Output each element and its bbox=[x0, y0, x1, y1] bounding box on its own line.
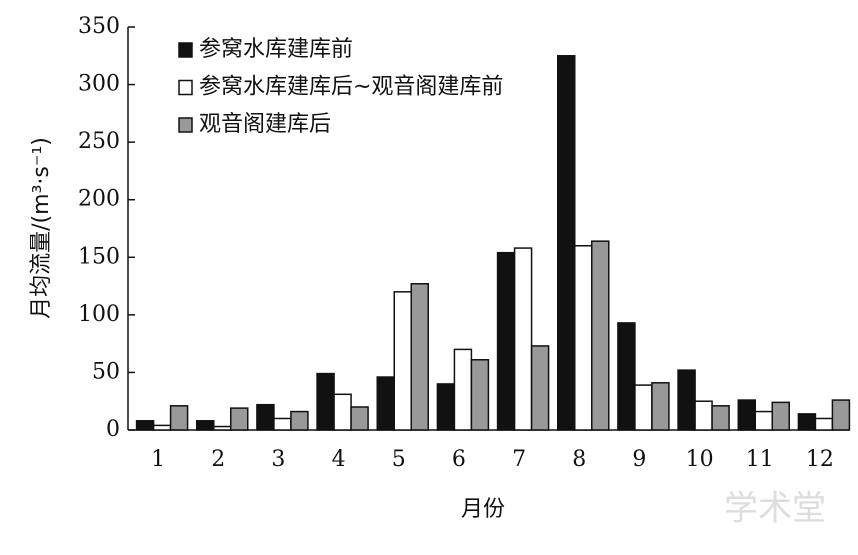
bar bbox=[350, 406, 369, 431]
bar bbox=[152, 424, 172, 431]
bar bbox=[196, 420, 215, 431]
bar bbox=[230, 407, 249, 431]
legend-swatch bbox=[178, 117, 193, 133]
bar bbox=[754, 410, 773, 431]
y-tick-label: 0 bbox=[106, 417, 120, 442]
y-tick-label: 50 bbox=[92, 359, 120, 384]
y-tick-label: 200 bbox=[78, 187, 120, 212]
legend-label: 参窝水库建库前 bbox=[199, 37, 353, 62]
legend-swatch bbox=[178, 42, 193, 58]
bar bbox=[737, 399, 756, 431]
bar bbox=[169, 405, 189, 431]
x-tick-label: 6 bbox=[452, 447, 466, 472]
bar bbox=[256, 403, 275, 431]
x-tick-label: 2 bbox=[211, 447, 225, 472]
bar bbox=[513, 247, 533, 431]
y-tick-label: 100 bbox=[78, 302, 120, 327]
bar bbox=[591, 240, 610, 431]
bar bbox=[797, 413, 817, 431]
bar bbox=[470, 359, 490, 431]
x-tick-label: 12 bbox=[806, 447, 834, 472]
x-tick-label: 10 bbox=[686, 447, 714, 472]
x-tick-label: 7 bbox=[512, 447, 526, 472]
x-axis-label: 月份 bbox=[461, 497, 505, 522]
y-tick-label: 150 bbox=[78, 244, 120, 269]
bar bbox=[771, 401, 790, 431]
x-tick-label: 11 bbox=[746, 447, 774, 472]
bar bbox=[574, 245, 593, 431]
bar bbox=[694, 400, 713, 431]
watermark: 学术堂 bbox=[724, 489, 826, 529]
y-tick-label: 300 bbox=[78, 72, 120, 97]
bar bbox=[290, 410, 309, 431]
legend-label: 观音阁建库后 bbox=[199, 112, 331, 137]
legend-label: 参窝水库建库后~观音阁建库前 bbox=[199, 75, 503, 100]
bar bbox=[376, 376, 395, 431]
bar bbox=[814, 417, 834, 431]
bar bbox=[453, 348, 473, 431]
bar bbox=[213, 425, 232, 431]
bar bbox=[496, 251, 516, 431]
x-tick-label: 9 bbox=[632, 447, 646, 472]
bar bbox=[634, 384, 653, 431]
y-tick-label: 350 bbox=[78, 14, 120, 39]
bar bbox=[436, 383, 456, 431]
legend-swatch bbox=[178, 79, 193, 96]
bar bbox=[711, 405, 730, 431]
y-tick-label: 250 bbox=[78, 129, 120, 154]
bar bbox=[316, 372, 335, 431]
bar bbox=[651, 382, 670, 431]
x-tick-label: 3 bbox=[271, 447, 285, 472]
bar bbox=[333, 393, 352, 431]
x-tick-label: 5 bbox=[392, 447, 406, 472]
bar bbox=[557, 55, 576, 431]
bar bbox=[831, 399, 851, 431]
x-tick-label: 4 bbox=[332, 447, 346, 472]
bar bbox=[677, 369, 696, 431]
bar bbox=[393, 291, 412, 431]
x-tick-label: 1 bbox=[151, 447, 165, 472]
bar bbox=[410, 283, 429, 431]
x-tick-label: 8 bbox=[572, 447, 586, 472]
y-axis-label: 月均流量/(m³·s⁻¹) bbox=[29, 137, 54, 319]
bar bbox=[617, 322, 636, 431]
bar bbox=[530, 345, 550, 431]
bar bbox=[135, 420, 155, 431]
bar bbox=[273, 417, 292, 431]
